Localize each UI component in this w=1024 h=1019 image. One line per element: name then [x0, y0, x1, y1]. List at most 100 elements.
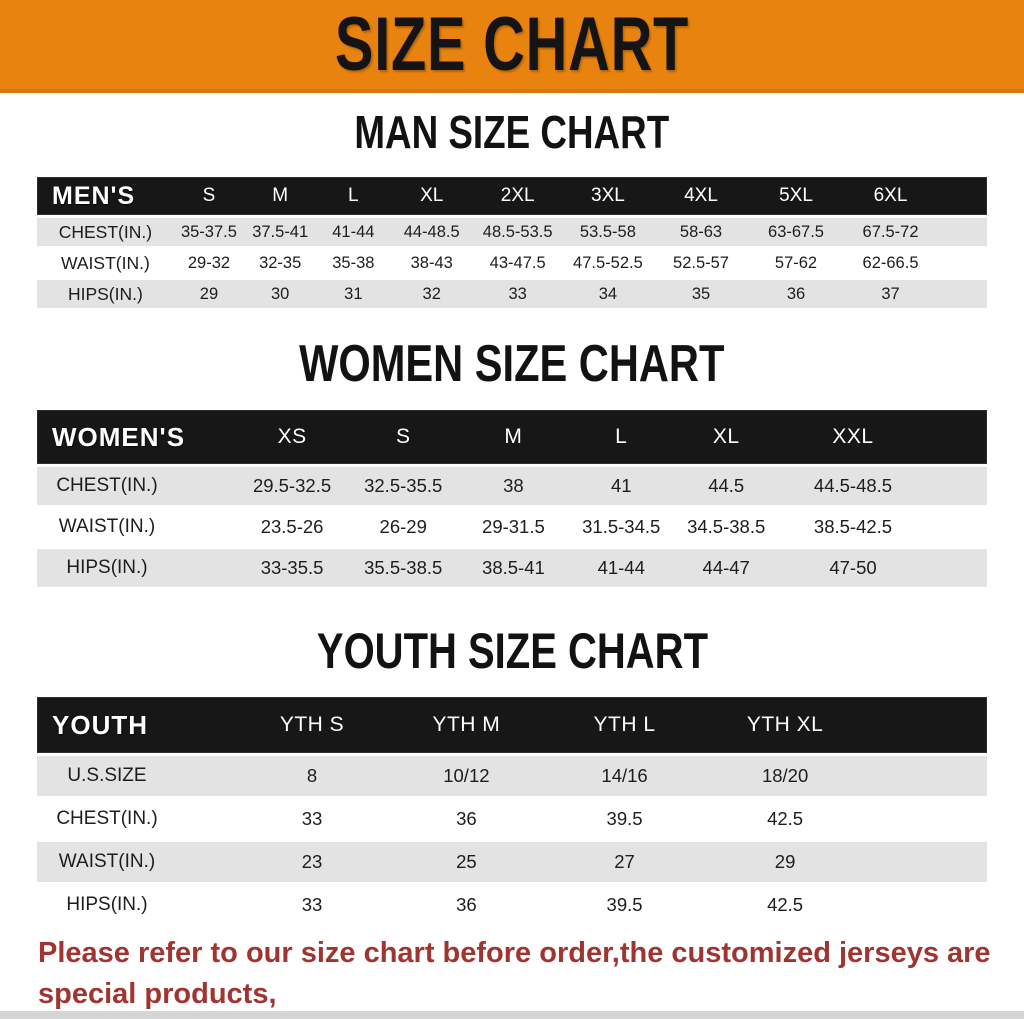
measurement-label-cell: CHEST(IN.) — [37, 218, 174, 246]
size-value-cell: 34 — [598, 284, 618, 303]
size-value-cell: 35.5-38.5 — [364, 557, 443, 578]
size-column-header: YTH S — [279, 713, 345, 736]
disclaimer-line-1: Please refer to our size chart before or… — [38, 937, 991, 1010]
size-value-cell: 57-62 — [774, 253, 818, 272]
size-column-header: YTH M — [432, 713, 501, 736]
size-value-cell: 26-29 — [379, 516, 427, 537]
table-row: WAIST(IN.) 23.5-26 26-29 29-31.5 31.5-34.5 34… — [37, 508, 987, 546]
table-row: HIPS(IN.) 33-35.5 35.5-38.5 38.5-41 41-44 44-… — [37, 549, 987, 587]
size-value-cell: 29.5-32.5 — [252, 475, 332, 496]
size-value-cell: 58-63 — [679, 222, 723, 241]
size-column-header: XL — [420, 185, 444, 206]
measurement-label: HIPS(IN.) — [67, 283, 143, 304]
size-value-cell: 31 — [344, 284, 363, 303]
measurement-label: CHEST(IN.) — [58, 221, 153, 242]
size-value-cell: 47-50 — [829, 557, 877, 578]
womens-size-table: WOMEN'S XS S M L XL XXL CHEST(IN.) 29.5-32.5 32.5… — [37, 410, 987, 587]
size-value-cell: 44.5-48.5 — [813, 475, 893, 496]
table-group-label: MEN'S — [52, 181, 136, 210]
table-group-label: YOUTH — [52, 709, 148, 740]
size-value-cell: 37.5-41 — [252, 222, 309, 241]
table-header-row: WOMEN'S XS S M L XL XXL — [37, 410, 987, 464]
size-value-cell: 43-47.5 — [489, 253, 546, 272]
measurement-label-cell: HIPS(IN.) — [37, 885, 237, 925]
measurement-label-cell: HIPS(IN.) — [37, 549, 237, 587]
size-value-cell: 35 — [691, 284, 711, 303]
disclaimer: Please refer to our size chart before or… — [0, 933, 1024, 1019]
size-value-cell: 36 — [786, 284, 806, 303]
measurement-label-cell: WAIST(IN.) — [37, 508, 237, 546]
row-spacer — [866, 885, 987, 925]
size-value-cell: 23 — [301, 851, 323, 872]
size-value-cell: 38 — [503, 475, 524, 496]
banner-title: SIZE CHART — [279, 0, 745, 89]
size-column-header: 4XL — [684, 185, 718, 206]
table-row: WAIST(IN.) 29-32 32-35 35-38 38-43 43-47.5 47.… — [37, 249, 987, 277]
measurement-label-cell: WAIST(IN.) — [37, 842, 237, 882]
size-value-cell: 34.5-38.5 — [687, 516, 766, 537]
measurement-label: WAIST(IN.) — [58, 516, 156, 537]
measurement-label-cell: CHEST(IN.) — [37, 799, 237, 839]
measurement-label: HIPS(IN.) — [66, 894, 148, 915]
size-value-cell: 38.5-41 — [482, 557, 545, 578]
size-value-cell: 47.5-52.5 — [573, 253, 643, 272]
measurement-label: WAIST(IN.) — [58, 851, 156, 872]
table-row: WAIST(IN.) 23 25 27 29 — [37, 842, 987, 882]
measurement-label-cell: U.S.SIZE — [37, 756, 237, 796]
size-column-header: 3XL — [591, 185, 625, 206]
size-value-cell: 38-43 — [410, 253, 453, 272]
size-value-cell: 44-48.5 — [403, 222, 460, 241]
row-spacer — [928, 549, 987, 587]
table-row: CHEST(IN.) 29.5-32.5 32.5-35.5 38 41 44.5 44.5… — [37, 467, 987, 505]
size-value-cell: 41-44 — [332, 222, 375, 241]
size-value-cell: 62-66.5 — [862, 253, 919, 272]
size-value-cell: 30 — [271, 284, 290, 303]
measurement-label: HIPS(IN.) — [66, 557, 148, 578]
table-header-row: YOUTH YTH S YTH M YTH L YTH XL — [37, 697, 987, 753]
size-column-header: 2XL — [500, 185, 535, 206]
size-value-cell: 36 — [456, 894, 477, 915]
row-spacer — [866, 756, 987, 796]
size-value-cell: 32.5-35.5 — [364, 475, 443, 496]
size-value-cell: 44.5 — [708, 475, 745, 496]
size-value-cell: 53.5-58 — [579, 222, 636, 241]
size-column-header: XXL — [832, 425, 874, 448]
size-column-header: 5XL — [779, 185, 813, 206]
size-value-cell: 14/16 — [601, 765, 648, 786]
table-row: CHEST(IN.) 33 36 39.5 42.5 — [37, 799, 987, 839]
size-value-cell: 37 — [881, 284, 900, 303]
size-value-cell: 23.5-26 — [260, 516, 324, 537]
size-value-cell: 67.5-72 — [862, 222, 919, 241]
measurement-label-cell: HIPS(IN.) — [37, 280, 174, 308]
row-spacer — [938, 218, 987, 246]
youth-size-table: YOUTH YTH S YTH M YTH L YTH XL U.S.SIZE 8 10/12… — [37, 697, 987, 925]
size-value-cell: 29 — [199, 284, 219, 303]
header-spacer — [928, 410, 987, 464]
measurement-label: U.S.SIZE — [67, 765, 147, 786]
size-value-cell: 32-35 — [259, 253, 302, 272]
size-value-cell: 33-35.5 — [260, 557, 324, 578]
row-spacer — [866, 842, 987, 882]
table-row: CHEST(IN.) 35-37.5 37.5-41 41-44 44-48.5 48.5… — [37, 218, 987, 246]
size-value-cell: 48.5-53.5 — [482, 222, 553, 241]
man-section-heading: MAN SIZE CHART — [354, 106, 670, 158]
mens-size-table: MEN'S S M L XL 2XL 3XL 4XL 5XL 6XL CHEST(IN.) 35-37… — [37, 177, 987, 308]
size-column-header: M — [504, 425, 523, 448]
size-value-cell: 29 — [774, 851, 796, 872]
row-spacer — [938, 280, 987, 308]
size-value-cell: 38.5-42.5 — [813, 516, 893, 537]
measurement-label-cell: WAIST(IN.) — [37, 249, 174, 277]
measurement-label: CHEST(IN.) — [56, 475, 158, 496]
size-value-cell: 33 — [301, 808, 323, 829]
row-spacer — [938, 249, 987, 277]
size-value-cell: 44-47 — [702, 557, 750, 578]
size-value-cell: 29-32 — [187, 253, 231, 272]
row-spacer — [928, 508, 987, 546]
table-group-label-cell: MEN'S — [37, 177, 174, 215]
women-section-heading: WOMEN SIZE CHART — [299, 335, 725, 393]
size-value-cell: 18/20 — [761, 765, 809, 786]
size-value-cell: 39.5 — [606, 894, 643, 915]
size-column-header: S — [395, 425, 411, 448]
size-value-cell: 29-31.5 — [482, 516, 545, 537]
